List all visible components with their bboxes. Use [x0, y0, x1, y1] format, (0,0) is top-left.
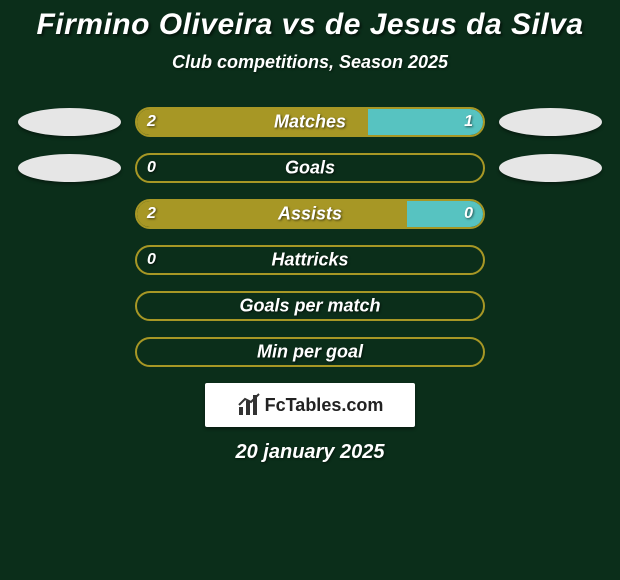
stat-bar: 0 Goals: [135, 153, 485, 183]
stat-label: Matches: [274, 112, 346, 133]
stat-bar: 2 0 Assists: [135, 199, 485, 229]
bar-chart-icon: [237, 393, 261, 417]
stat-row: Goals per match: [0, 291, 620, 321]
stat-value-left: 0: [147, 159, 156, 177]
stat-rows: 2 1 Matches 0 Goals 2 0 Assists 0 Hattricks Goals …: [0, 107, 620, 367]
stat-bar: 2 1 Matches: [135, 107, 485, 137]
stat-value-left: 2: [147, 113, 156, 131]
source-logo: FcTables.com: [205, 383, 415, 427]
stat-bar: Goals per match: [135, 291, 485, 321]
avatar-spacer: [18, 246, 121, 274]
stat-row: 0 Hattricks: [0, 245, 620, 275]
stat-row: Min per goal: [0, 337, 620, 367]
avatar-spacer: [499, 292, 602, 320]
stat-bar: 0 Hattricks: [135, 245, 485, 275]
stat-value-left: 2: [147, 205, 156, 223]
avatar-spacer: [18, 292, 121, 320]
stat-bar-left-segment: [137, 201, 407, 227]
stat-bar: Min per goal: [135, 337, 485, 367]
avatar-spacer: [499, 338, 602, 366]
stat-row: 0 Goals: [0, 153, 620, 183]
avatar-spacer: [499, 200, 602, 228]
avatar-spacer: [18, 338, 121, 366]
avatar-spacer: [18, 200, 121, 228]
player-avatar-left: [18, 154, 121, 182]
avatar-spacer: [499, 246, 602, 274]
page-title: Firmino Oliveira vs de Jesus da Silva: [0, 8, 620, 42]
player-avatar-left: [18, 108, 121, 136]
player-avatar-right: [499, 108, 602, 136]
source-logo-text: FcTables.com: [265, 395, 384, 416]
stat-value-right: 1: [464, 113, 473, 131]
page-subtitle: Club competitions, Season 2025: [0, 52, 620, 73]
comparison-infographic: Firmino Oliveira vs de Jesus da Silva Cl…: [0, 0, 620, 580]
stat-value-left: 0: [147, 251, 156, 269]
player-avatar-right: [499, 154, 602, 182]
stat-row: 2 0 Assists: [0, 199, 620, 229]
stat-label: Goals per match: [239, 296, 380, 317]
stat-value-right: 0: [464, 205, 473, 223]
stat-row: 2 1 Matches: [0, 107, 620, 137]
stat-label: Min per goal: [257, 342, 363, 363]
stat-label: Goals: [285, 158, 335, 179]
stat-label: Hattricks: [271, 250, 348, 271]
stat-label: Assists: [278, 204, 342, 225]
date-label: 20 january 2025: [0, 441, 620, 464]
